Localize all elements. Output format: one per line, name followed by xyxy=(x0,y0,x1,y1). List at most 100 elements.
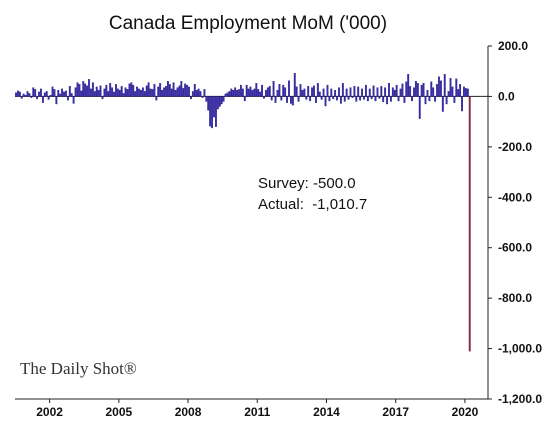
bar xyxy=(193,84,196,97)
annotation-actual: Actual: -1,010.7 xyxy=(258,196,367,213)
bar xyxy=(380,86,383,97)
bar xyxy=(213,96,215,118)
bar xyxy=(391,87,394,97)
bar xyxy=(428,96,431,102)
bar xyxy=(349,87,352,97)
bar xyxy=(134,91,137,97)
bar xyxy=(284,87,287,97)
axes xyxy=(15,46,489,400)
bar xyxy=(464,88,467,97)
bar xyxy=(59,93,62,97)
bar xyxy=(449,78,452,97)
bar xyxy=(241,88,244,97)
bar xyxy=(439,80,442,97)
bar xyxy=(324,96,327,107)
bar xyxy=(276,89,279,97)
bar xyxy=(466,88,469,97)
bar xyxy=(382,96,385,103)
x-tick-labels: 2002 2005 2008 2011 2014 2017 2020 xyxy=(36,399,479,419)
bar xyxy=(140,89,142,97)
bar xyxy=(386,96,388,105)
bar xyxy=(180,81,183,97)
bar xyxy=(236,89,238,97)
bar xyxy=(80,90,83,97)
bar xyxy=(216,96,219,110)
bar xyxy=(432,87,435,97)
bar xyxy=(116,88,119,97)
bar xyxy=(311,87,313,97)
bar xyxy=(66,96,69,101)
bar xyxy=(232,89,235,97)
bar xyxy=(264,89,267,97)
bar xyxy=(303,88,306,97)
bar xyxy=(188,86,190,97)
bar xyxy=(65,90,67,97)
bar xyxy=(441,96,444,112)
bar xyxy=(463,86,465,97)
bar xyxy=(261,84,263,97)
bar xyxy=(51,86,54,97)
y-tick-label: 200.0 xyxy=(498,39,528,53)
y-tick-labels: 200.0 0.0 -200.0 -400.0 -600.0 -800.0 -1,000.0… xyxy=(488,39,542,406)
bar xyxy=(361,88,363,97)
bar xyxy=(99,85,102,97)
bar xyxy=(370,96,373,100)
bar xyxy=(291,96,294,106)
y-tick-label: 0.0 xyxy=(498,89,515,103)
bar xyxy=(101,96,104,100)
bar xyxy=(122,93,125,97)
bar xyxy=(336,96,338,101)
bar xyxy=(184,83,187,97)
bar xyxy=(322,88,325,97)
bar xyxy=(30,96,33,98)
bar xyxy=(389,96,392,102)
bar xyxy=(118,89,121,97)
bar xyxy=(247,88,250,97)
bars xyxy=(15,73,471,352)
bar xyxy=(149,88,152,97)
bar xyxy=(351,96,354,98)
y-tick-label: -1,200.0 xyxy=(498,392,542,406)
bar xyxy=(424,96,427,105)
bar xyxy=(376,87,379,97)
bar xyxy=(309,96,312,102)
bar xyxy=(197,88,200,97)
bar xyxy=(234,87,237,97)
bar xyxy=(107,91,110,97)
bar xyxy=(136,86,139,97)
y-tick-label: -400.0 xyxy=(498,190,532,204)
bar xyxy=(153,84,156,97)
bar xyxy=(259,91,262,97)
bar xyxy=(41,96,44,103)
bar xyxy=(15,92,17,97)
bar xyxy=(378,96,381,99)
bar xyxy=(190,96,192,100)
bar xyxy=(138,88,140,97)
bar xyxy=(174,89,177,97)
bar xyxy=(457,89,460,97)
bar xyxy=(453,96,456,103)
bar xyxy=(278,84,281,97)
bar xyxy=(78,84,81,97)
bar xyxy=(211,96,213,129)
bar xyxy=(388,83,390,97)
bar xyxy=(384,87,387,97)
bar xyxy=(93,91,96,97)
bar xyxy=(447,91,450,97)
bar xyxy=(199,91,202,97)
bar xyxy=(255,83,258,97)
bar xyxy=(332,96,335,100)
bar xyxy=(220,96,223,105)
bar xyxy=(338,87,340,97)
bar xyxy=(403,96,406,103)
bar xyxy=(84,83,87,97)
x-tick-label: 2014 xyxy=(313,405,340,419)
bar xyxy=(124,87,127,97)
bar xyxy=(305,96,308,100)
bar xyxy=(299,84,302,97)
bar xyxy=(468,96,471,352)
bar xyxy=(228,91,231,97)
bar xyxy=(63,91,65,97)
bar xyxy=(343,96,346,102)
